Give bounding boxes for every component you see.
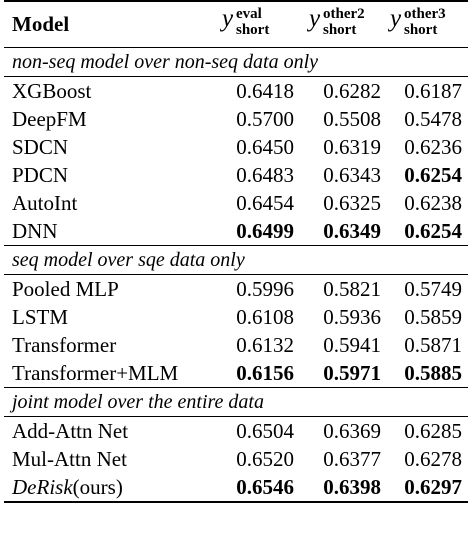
metric-value: 0.6254 bbox=[404, 162, 462, 187]
model-name: DNN bbox=[12, 218, 58, 243]
bottom-rule bbox=[4, 501, 468, 503]
metric-value: 0.6297 bbox=[404, 474, 462, 499]
header-col-eval: y eval short bbox=[222, 4, 270, 38]
section-end-rule bbox=[4, 387, 468, 388]
table-row: Transformer+MLM 0.6156 0.5971 0.5885 bbox=[4, 359, 468, 387]
header-rule bbox=[4, 47, 468, 48]
metric-value: 0.5700 bbox=[236, 106, 294, 131]
section-title: seq model over sqe data only bbox=[12, 248, 245, 271]
table-row: Add-Attn Net 0.6504 0.6369 0.6285 bbox=[4, 417, 468, 445]
metric-value: 0.6187 bbox=[404, 78, 462, 103]
model-name: SDCN bbox=[12, 134, 69, 159]
table-row: DeRisk(ours) 0.6546 0.6398 0.6297 bbox=[4, 473, 468, 501]
table-row: SDCN 0.6450 0.6319 0.6236 bbox=[4, 133, 468, 161]
metric-value: 0.6418 bbox=[236, 78, 294, 103]
table-row: DeepFM 0.5700 0.5508 0.5478 bbox=[4, 105, 468, 133]
metric-value: 0.6504 bbox=[236, 418, 294, 443]
section-title: non-seq model over non-seq data only bbox=[12, 50, 319, 73]
metric-value: 0.6319 bbox=[323, 134, 381, 159]
metric-value: 0.5971 bbox=[323, 360, 381, 385]
metric-value: 0.6369 bbox=[323, 418, 381, 443]
metric-value: 0.5996 bbox=[236, 276, 294, 301]
metric-value: 0.6282 bbox=[323, 78, 381, 103]
metric-value: 0.6450 bbox=[236, 134, 294, 159]
metric-value: 0.6156 bbox=[236, 360, 294, 385]
table-row: DNN 0.6499 0.6349 0.6254 bbox=[4, 217, 468, 245]
top-rule bbox=[4, 0, 468, 2]
header-col-other2: y other2 short bbox=[309, 4, 365, 38]
metric-value: 0.5941 bbox=[323, 332, 381, 357]
model-name: Pooled MLP bbox=[12, 276, 119, 301]
metric-value: 0.6343 bbox=[323, 162, 381, 187]
model-name: AutoInt bbox=[12, 190, 78, 215]
header-model: Model bbox=[12, 12, 70, 36]
section-rule bbox=[4, 416, 468, 417]
model-name: PDCN bbox=[12, 162, 69, 187]
metric-value: 0.6254 bbox=[404, 218, 462, 243]
metric-value: 0.6285 bbox=[404, 418, 462, 443]
metric-value: 0.6454 bbox=[236, 190, 294, 215]
metric-value: 0.6483 bbox=[236, 162, 294, 187]
metric-value: 0.5508 bbox=[323, 106, 381, 131]
table-body: non-seq model over non-seq data only XGBo… bbox=[4, 48, 468, 501]
metric-value: 0.6499 bbox=[236, 218, 294, 243]
section-title: joint model over the entire data bbox=[12, 390, 264, 413]
metric-value: 0.5749 bbox=[404, 276, 462, 301]
metric-value: 0.6132 bbox=[236, 332, 294, 357]
metric-value: 0.5885 bbox=[404, 360, 462, 385]
metric-value: 0.5871 bbox=[404, 332, 462, 357]
metric-value: 0.6108 bbox=[236, 304, 294, 329]
table-row: XGBoost 0.6418 0.6282 0.6187 bbox=[4, 77, 468, 105]
metric-value: 0.6377 bbox=[323, 446, 381, 471]
metric-value: 0.5821 bbox=[323, 276, 381, 301]
model-name-italic: DeRisk bbox=[12, 474, 73, 499]
metric-value: 0.6325 bbox=[323, 190, 381, 215]
metric-value: 0.5936 bbox=[323, 304, 381, 329]
model-name: Add-Attn Net bbox=[12, 418, 129, 443]
metric-value: 0.5478 bbox=[404, 106, 462, 131]
section-rule bbox=[4, 76, 468, 77]
section-rule bbox=[4, 274, 468, 275]
table-row: LSTM 0.6108 0.5936 0.5859 bbox=[4, 303, 468, 331]
model-name: Mul-Attn Net bbox=[12, 446, 127, 471]
header-col-other3: y other3 short bbox=[390, 4, 446, 38]
metric-value: 0.6546 bbox=[236, 474, 294, 499]
model-name: DeepFM bbox=[12, 106, 87, 131]
metric-value: 0.6236 bbox=[404, 134, 462, 159]
model-name: Transformer+MLM bbox=[12, 360, 179, 385]
model-name: XGBoost bbox=[12, 78, 92, 103]
metric-value: 0.6520 bbox=[236, 446, 294, 471]
table-row: Pooled MLP 0.5996 0.5821 0.5749 bbox=[4, 275, 468, 303]
table-row: AutoInt 0.6454 0.6325 0.6238 bbox=[4, 189, 468, 217]
metric-value: 0.5859 bbox=[404, 304, 462, 329]
section-end-rule bbox=[4, 245, 468, 246]
table-row: PDCN 0.6483 0.6343 0.6254 bbox=[4, 161, 468, 189]
table-row: Mul-Attn Net 0.6520 0.6377 0.6278 bbox=[4, 445, 468, 473]
model-name: DeRisk(ours) bbox=[4, 475, 208, 500]
metric-value: 0.6278 bbox=[404, 446, 462, 471]
header-row: Model y eval short y other2 short y other3 sho… bbox=[4, 2, 468, 47]
table-row: Transformer 0.6132 0.5941 0.5871 bbox=[4, 331, 468, 359]
metric-value: 0.6398 bbox=[323, 474, 381, 499]
metric-value: 0.6238 bbox=[404, 190, 462, 215]
model-name: Transformer bbox=[12, 332, 117, 357]
model-name: LSTM bbox=[12, 304, 69, 329]
metric-value: 0.6349 bbox=[323, 218, 381, 243]
model-name-suffix: (ours) bbox=[72, 474, 123, 499]
results-table: Model y eval short y other2 short y other3 sho… bbox=[4, 0, 468, 503]
